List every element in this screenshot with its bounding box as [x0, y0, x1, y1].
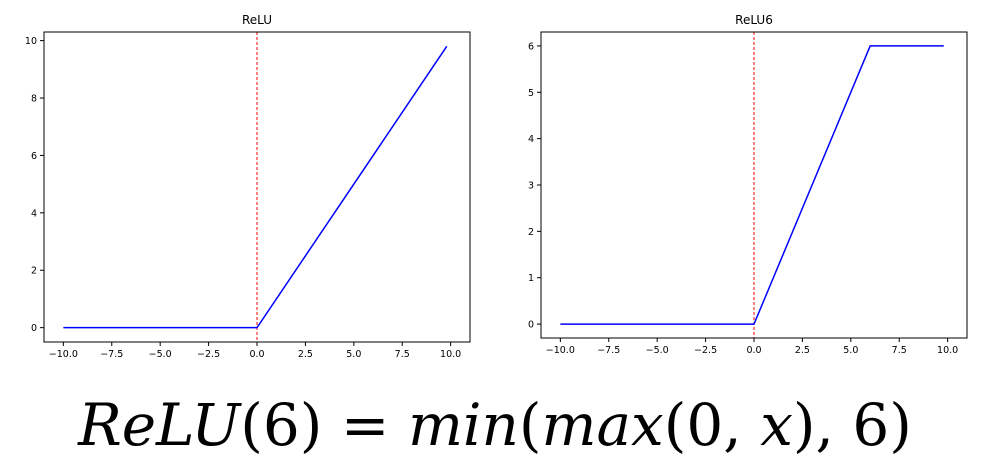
relu6-y-tick-label: 3 — [528, 181, 534, 192]
relu6-y-tick-label: 4 — [528, 134, 534, 145]
formula-open2: (0, — [663, 391, 761, 459]
relu-x-tick-label: 10.0 — [440, 349, 461, 360]
formula-lhs-arg: (6) — [240, 391, 323, 459]
formula-open1: ( — [518, 391, 542, 459]
relu6-x-tick-label: −2.5 — [694, 345, 717, 356]
relu-y-tick-label: 2 — [31, 266, 37, 277]
relu6-chart: ReLU6 −10.0 −7.5 −5.0 −2.5 0.0 2.5 5.0 7.5 10.0 0 1… — [528, 13, 968, 356]
relu-y-tick-label: 6 — [31, 151, 37, 162]
formula-equals: = — [322, 391, 408, 459]
relu-y-tick-label: 0 — [31, 323, 37, 334]
relu6-y-tick-label: 2 — [528, 227, 534, 238]
relu6-x-tick-label: −7.5 — [597, 345, 620, 356]
relu-series-line-0 — [63, 45, 448, 329]
relu-y-tick-label: 8 — [31, 94, 37, 105]
relu-chart: ReLU −10.0 −7.5 −5.0 −2.5 0.0 2.5 5.0 7.5 10.0 0 2 4… — [25, 13, 471, 360]
formula-min: min — [407, 391, 519, 459]
relu6-formula: ReLU(6) = min(max(0, x), 6) — [0, 390, 990, 460]
relu6-y-tick-label: 1 — [528, 273, 534, 284]
formula-close: ), 6) — [792, 391, 912, 459]
relu-y-tick-label: 4 — [31, 208, 37, 219]
relu-x-tick-label: −7.5 — [100, 349, 123, 360]
formula-lhs-func: ReLU — [78, 391, 241, 459]
relu6-x-tick-label: 5.0 — [843, 345, 858, 356]
relu6-y-tick-label: 6 — [528, 41, 534, 52]
relu6-series-line-0 — [560, 45, 944, 325]
relu-y-tick-label: 10 — [25, 36, 37, 47]
relu-x-tick-label: 7.5 — [395, 349, 410, 360]
relu6-x-tick-label: 2.5 — [795, 345, 810, 356]
relu6-x-tick-label: 10.0 — [937, 345, 958, 356]
relu6-y-tick-label: 5 — [528, 88, 534, 99]
relu6-x-tick-label: 7.5 — [892, 345, 907, 356]
relu-title: ReLU — [242, 13, 272, 27]
relu-x-tick-label: −5.0 — [149, 349, 172, 360]
relu-x-tick-label: −2.5 — [197, 349, 220, 360]
relu6-x-tick-label: −5.0 — [646, 345, 669, 356]
formula-max: max — [541, 391, 664, 459]
relu6-x-tick-label: 0.0 — [746, 345, 761, 356]
relu-x-tick-label: 2.5 — [298, 349, 313, 360]
formula-var-x: x — [760, 391, 793, 459]
relu6-y-tick-label: 0 — [528, 320, 534, 331]
relu6-title: ReLU6 — [735, 13, 773, 27]
relu-x-tick-label: −10.0 — [49, 349, 78, 360]
relu-x-tick-label: 5.0 — [346, 349, 361, 360]
relu-x-tick-label: 0.0 — [249, 349, 264, 360]
relu6-x-tick-label: −10.0 — [546, 345, 575, 356]
